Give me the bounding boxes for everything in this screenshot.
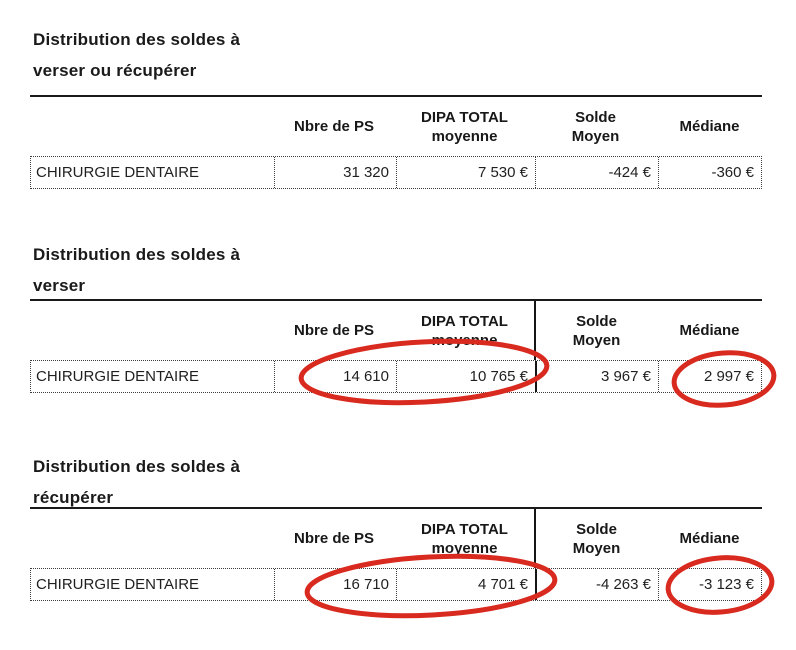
section-title: Distribution des soldes à verser ou récu…: [33, 24, 240, 86]
cell-dipa-total-moyenne: 10 765 €: [396, 361, 535, 392]
cell-solde-moyen: -4 263 €: [535, 569, 658, 600]
column-header-dipa-total-moyenne: DIPA TOTAL moyenne: [395, 97, 534, 156]
section-title-line1: Distribution des soldes à: [33, 30, 241, 49]
cell-solde-moyen: -424 €: [535, 157, 658, 188]
cell-mediane: -360 €: [658, 157, 761, 188]
header-label: Nbre de PS: [293, 118, 375, 135]
column-header-nbre-de-ps: Nbre de PS: [273, 509, 395, 568]
cell-dipa-total-moyenne: 7 530 €: [396, 157, 535, 188]
table-header-row: Nbre de PS DIPA TOTAL moyenne Solde Moye…: [30, 509, 762, 568]
header-label-line2: Moyen: [571, 127, 620, 145]
column-header-solde-moyen: Solde Moyen: [534, 97, 657, 156]
cell-nbre-de-ps: 14 610: [274, 361, 396, 392]
section-title-line2: verser ou récupérer: [33, 61, 197, 80]
header-label: Nbre de PS: [293, 322, 375, 339]
column-header-dipa-total-moyenne: DIPA TOTAL moyenne: [395, 509, 534, 568]
header-label: Médiane: [679, 322, 740, 339]
header-label: Médiane: [679, 118, 740, 135]
section-title: Distribution des soldes à récupérer: [33, 451, 240, 513]
cell-dipa-total-moyenne: 4 701 €: [396, 569, 535, 600]
data-table: Nbre de PS DIPA TOTAL moyenne Solde Moye…: [30, 95, 762, 189]
table-header-row: Nbre de PS DIPA TOTAL moyenne Solde Moye…: [30, 97, 762, 156]
column-header-mediane: Médiane: [657, 509, 762, 568]
header-label-line1: Solde: [576, 520, 617, 538]
header-label: Nbre de PS: [293, 530, 375, 547]
section-title-line1: Distribution des soldes à: [33, 245, 241, 264]
column-header-solde-moyen: Solde Moyen: [534, 509, 657, 568]
section-title-line2: verser: [33, 276, 86, 295]
cell-nbre-de-ps: 31 320: [274, 157, 396, 188]
column-header-mediane: Médiane: [657, 301, 762, 360]
header-label-line2: Moyen: [572, 539, 621, 557]
column-header-solde-moyen: Solde Moyen: [534, 301, 657, 360]
table-data-row: CHIRURGIE DENTAIRE 16 710 4 701 € -4 263…: [30, 568, 762, 601]
cell-solde-moyen: 3 967 €: [535, 361, 658, 392]
cell-mediane: 2 997 €: [658, 361, 761, 392]
header-label-line1: DIPA TOTAL: [421, 312, 508, 330]
column-header-empty: [30, 301, 273, 360]
table-header-row: Nbre de PS DIPA TOTAL moyenne Solde Moye…: [30, 301, 762, 360]
table-data-row: CHIRURGIE DENTAIRE 31 320 7 530 € -424 €…: [30, 156, 762, 189]
row-label: CHIRURGIE DENTAIRE: [36, 576, 200, 593]
column-header-empty: [30, 97, 273, 156]
section-title-line1: Distribution des soldes à: [33, 457, 241, 476]
cell-mediane: -3 123 €: [658, 569, 761, 600]
cell-nbre-de-ps: 16 710: [274, 569, 396, 600]
section-title-line2: récupérer: [33, 488, 114, 507]
header-label-line2: moyenne: [431, 127, 498, 145]
header-label-line1: DIPA TOTAL: [421, 520, 508, 538]
header-label-line1: Solde: [576, 312, 617, 330]
header-label-line2: Moyen: [572, 331, 621, 349]
column-header-empty: [30, 509, 273, 568]
header-label: Médiane: [679, 530, 740, 547]
section-title: Distribution des soldes à verser: [33, 239, 240, 301]
row-label: CHIRURGIE DENTAIRE: [36, 368, 200, 385]
data-table: Nbre de PS DIPA TOTAL moyenne Solde Moye…: [30, 507, 762, 601]
table-data-row: CHIRURGIE DENTAIRE 14 610 10 765 € 3 967…: [30, 360, 762, 393]
column-header-mediane: Médiane: [657, 97, 762, 156]
column-header-nbre-de-ps: Nbre de PS: [273, 301, 395, 360]
header-label-line1: DIPA TOTAL: [421, 108, 508, 126]
row-label: CHIRURGIE DENTAIRE: [36, 164, 200, 181]
data-table: Nbre de PS DIPA TOTAL moyenne Solde Moye…: [30, 299, 762, 393]
header-label-line1: Solde: [575, 108, 616, 126]
header-label-line2: moyenne: [431, 331, 498, 349]
header-label-line2: moyenne: [431, 539, 498, 557]
column-header-nbre-de-ps: Nbre de PS: [273, 97, 395, 156]
column-header-dipa-total-moyenne: DIPA TOTAL moyenne: [395, 301, 534, 360]
